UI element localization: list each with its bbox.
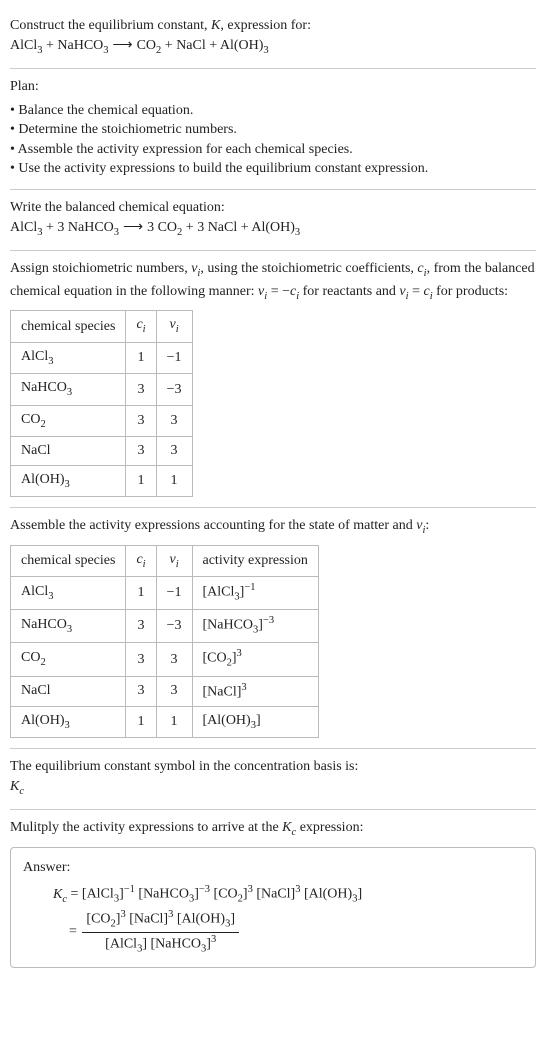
fraction-numerator: [CO2]3 [NaCl]3 [Al(OH)3] [82,908,239,933]
cell-species: CO2 [11,643,126,676]
table-row: CO2 3 3 [CO2]3 [11,643,319,676]
cell-ci: 3 [126,643,156,676]
cell-vi: −3 [156,610,192,643]
cell-ci: 3 [126,676,156,706]
intro-section: Construct the equilibrium constant, K, e… [10,8,536,69]
plan-item: Determine the stoichiometric numbers. [10,120,536,140]
cell-species: AlCl3 [11,577,126,610]
activity-intro: Assemble the activity expressions accoun… [10,516,536,538]
table-row: Al(OH)3 1 1 [11,465,193,496]
table-row: NaCl 3 3 [NaCl]3 [11,676,319,706]
col-species: chemical species [11,311,126,342]
symbol-section: The equilibrium constant symbol in the c… [10,749,536,810]
activity-table: chemical species ci νi activity expressi… [10,545,319,739]
col-ci: ci [126,545,156,576]
cell-species: Al(OH)3 [11,465,126,496]
cell-vi: −3 [156,374,192,405]
cell-activity: [NaCl]3 [192,676,318,706]
col-vi: νi [156,545,192,576]
table-row: Al(OH)3 1 1 [Al(OH)3] [11,706,319,737]
col-species: chemical species [11,545,126,576]
answer-equation: Kc = [AlCl3]−1 [NaHCO3]−3 [CO2]3 [NaCl]3… [53,883,523,956]
multiply-section: Mulitply the activity expressions to arr… [10,810,536,978]
table-row: AlCl3 1 −1 [AlCl3]−1 [11,577,319,610]
col-vi: νi [156,311,192,342]
cell-activity: [CO2]3 [192,643,318,676]
stoich-table: chemical species ci νi AlCl3 1 −1 NaHCO3… [10,310,193,497]
cell-vi: 3 [156,437,192,466]
cell-vi: 3 [156,643,192,676]
symbol-kc: Kc [10,777,536,799]
table-row: AlCl3 1 −1 [11,342,193,373]
table-header-row: chemical species ci νi activity expressi… [11,545,319,576]
plan-item: Assemble the activity expression for eac… [10,140,536,160]
cell-ci: 1 [126,706,156,737]
table-row: CO2 3 3 [11,405,193,436]
cell-vi: −1 [156,342,192,373]
fraction-denominator: [AlCl3] [NaHCO3]3 [82,933,239,957]
stoich-intro: Assign stoichiometric numbers, νi, using… [10,259,536,304]
cell-activity: [Al(OH)3] [192,706,318,737]
balanced-section: Write the balanced chemical equation: Al… [10,190,536,251]
stoich-section: Assign stoichiometric numbers, νi, using… [10,251,536,508]
symbol-intro: The equilibrium constant symbol in the c… [10,757,536,777]
col-ci: ci [126,311,156,342]
cell-activity: [NaHCO3]−3 [192,610,318,643]
table-row: NaHCO3 3 −3 [11,374,193,405]
cell-species: AlCl3 [11,342,126,373]
multiply-text: Mulitply the activity expressions to arr… [10,818,536,840]
table-row: NaHCO3 3 −3 [NaHCO3]−3 [11,610,319,643]
intro-equation: AlCl3 + NaHCO3⟶CO2 + NaCl + Al(OH)3 [10,36,536,58]
plan-item: Balance the chemical equation. [10,101,536,121]
cell-vi: 1 [156,465,192,496]
cell-vi: −1 [156,577,192,610]
cell-species: NaHCO3 [11,374,126,405]
balanced-equation: AlCl3 + 3 NaHCO3⟶3 CO2 + 3 NaCl + Al(OH)… [10,218,536,240]
cell-species: Al(OH)3 [11,706,126,737]
col-activity: activity expression [192,545,318,576]
cell-species: NaCl [11,437,126,466]
cell-ci: 3 [126,374,156,405]
cell-vi: 3 [156,676,192,706]
cell-ci: 1 [126,465,156,496]
cell-ci: 3 [126,437,156,466]
cell-ci: 1 [126,342,156,373]
cell-species: NaHCO3 [11,610,126,643]
cell-species: NaCl [11,676,126,706]
plan-section: Plan: Balance the chemical equation. Det… [10,69,536,190]
cell-vi: 3 [156,405,192,436]
plan-list: Balance the chemical equation. Determine… [10,101,536,179]
plan-item: Use the activity expressions to build th… [10,159,536,179]
cell-vi: 1 [156,706,192,737]
cell-ci: 3 [126,405,156,436]
cell-ci: 1 [126,577,156,610]
activity-section: Assemble the activity expressions accoun… [10,508,536,749]
balanced-heading: Write the balanced chemical equation: [10,198,536,218]
answer-fraction: [CO2]3 [NaCl]3 [Al(OH)3] [AlCl3] [NaHCO3… [82,908,239,957]
cell-activity: [AlCl3]−1 [192,577,318,610]
table-row: NaCl 3 3 [11,437,193,466]
cell-ci: 3 [126,610,156,643]
intro-title: Construct the equilibrium constant, K, e… [10,16,536,36]
answer-label: Answer: [23,858,523,878]
answer-box: Answer: Kc = [AlCl3]−1 [NaHCO3]−3 [CO2]3… [10,847,536,968]
cell-species: CO2 [11,405,126,436]
plan-heading: Plan: [10,77,536,97]
table-header-row: chemical species ci νi [11,311,193,342]
